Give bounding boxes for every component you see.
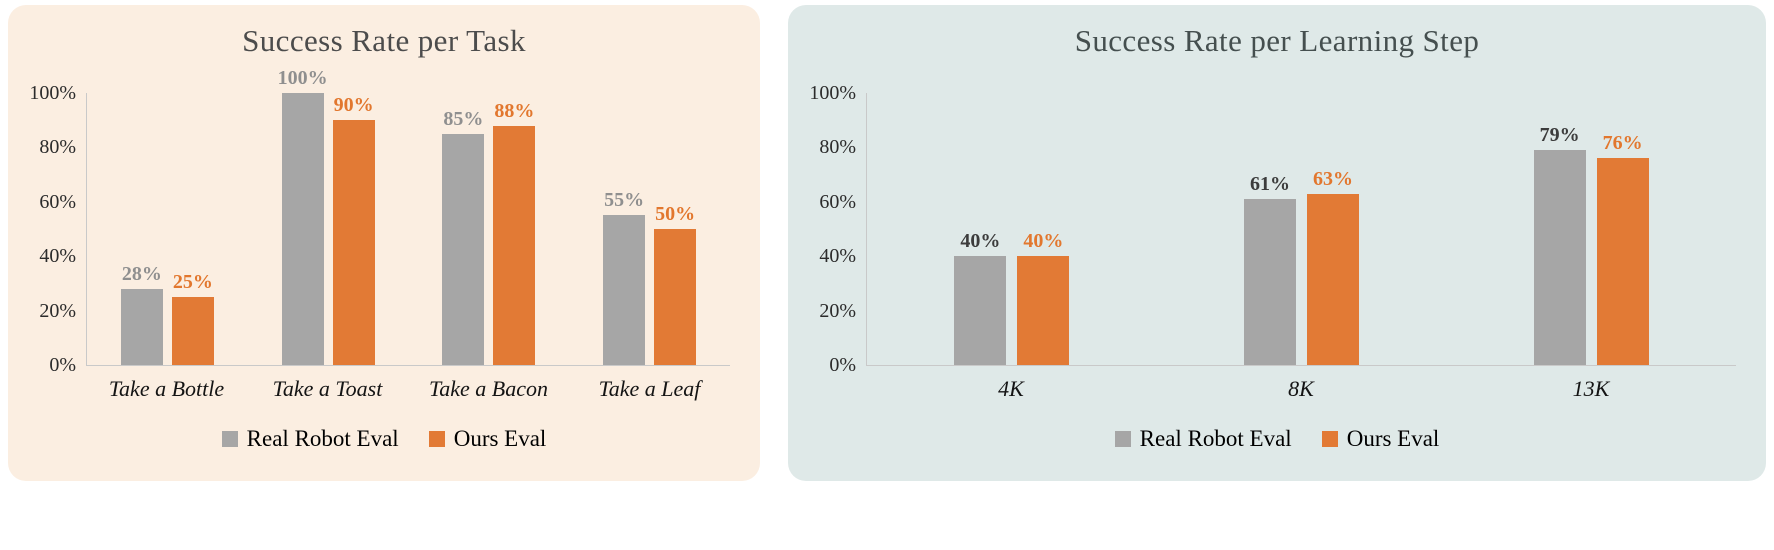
y-axis-tick-label: 80% bbox=[819, 136, 856, 159]
bar-wrap-ours-eval: 63% bbox=[1307, 168, 1359, 365]
bar-value-label: 85% bbox=[443, 107, 484, 130]
legend-label: Ours Eval bbox=[453, 426, 547, 451]
bar-value-label: 50% bbox=[655, 203, 696, 225]
legend-label: Real Robot Eval bbox=[246, 426, 399, 451]
x-axis-category-label: Take a Bacon bbox=[429, 376, 548, 401]
bar-wrap-real-robot-eval: 28% bbox=[120, 262, 163, 365]
bar-wrap-real-robot-eval: 85% bbox=[442, 107, 485, 365]
y-axis: 0% 20% 40% 60% 80% 100% bbox=[804, 82, 866, 376]
y-axis-tick-label: 40% bbox=[39, 245, 76, 268]
legend-item-real-robot-eval: Real Robot Eval bbox=[1114, 426, 1292, 452]
bar-value-label: 79% bbox=[1539, 124, 1580, 147]
x-axis-category-label: 8K bbox=[1288, 376, 1314, 401]
bar-group-take-a-leaf: 55% 50% bbox=[569, 93, 730, 365]
bar-group-take-a-bacon: 85% 88% bbox=[409, 93, 570, 365]
chart-title-task: Success Rate per Task bbox=[242, 23, 526, 58]
bar-real-robot-eval bbox=[120, 288, 163, 365]
bar-value-label: 28% bbox=[121, 262, 162, 285]
learning-step-chart-card: Success Rate per Learning Step 0% 20% 40% 6… bbox=[788, 5, 1766, 481]
bar-chart-learning-step: 0% 20% 40% 60% 80% 100% 40% 40% 61% 63% 79% 76% 4K… bbox=[804, 82, 1736, 402]
bar-wrap-ours-eval: 76% bbox=[1596, 132, 1649, 365]
bar-wrap-ours-eval: 40% bbox=[1017, 230, 1070, 365]
y-axis-tick-label: 20% bbox=[819, 299, 856, 322]
bar-wrap-real-robot-eval: 61% bbox=[1244, 173, 1296, 365]
bar-value-label: 90% bbox=[333, 94, 374, 117]
y-axis-tick-label: 40% bbox=[819, 245, 856, 268]
bar-value-label: 25% bbox=[172, 271, 213, 293]
legend-item-real-robot-eval: Real Robot Eval bbox=[221, 426, 399, 452]
bar-wrap-ours-eval: 88% bbox=[493, 99, 536, 365]
bar-wrap-ours-eval: 50% bbox=[654, 203, 697, 365]
bar-group-take-a-bottle: 28% 25% bbox=[87, 93, 248, 365]
bar-value-label: 40% bbox=[1023, 230, 1064, 253]
bar-group-take-a-toast: 100% 90% bbox=[248, 67, 409, 365]
bar-group-13k: 79% 76% bbox=[1446, 93, 1736, 365]
bar-ours-eval bbox=[171, 297, 214, 365]
plot-area: 28% 25% 100% 90% 85% 88% 55% 50% bbox=[86, 67, 730, 366]
y-axis-tick-label: 0% bbox=[49, 354, 76, 376]
x-axis-category-label: Take a Bottle bbox=[108, 376, 225, 401]
y-axis-tick-label: 0% bbox=[829, 354, 856, 376]
y-axis-tick-label: 80% bbox=[39, 136, 76, 159]
legend: Real Robot Eval Ours Eval bbox=[788, 426, 1766, 452]
x-axis-category-label: Take a Toast bbox=[272, 376, 383, 401]
bar-value-label: 55% bbox=[604, 189, 645, 212]
bar-ours-eval bbox=[1307, 193, 1359, 365]
legend-item-ours-eval: Ours Eval bbox=[428, 426, 547, 452]
bar-wrap-ours-eval: 25% bbox=[171, 271, 214, 365]
bar-ours-eval bbox=[1017, 256, 1070, 365]
bar-wrap-ours-eval: 90% bbox=[332, 94, 375, 365]
x-axis-category-label: 4K bbox=[998, 376, 1024, 401]
y-axis-tick-label: 60% bbox=[39, 190, 76, 213]
task-chart-card: Success Rate per Task 0% 20% 40% 60% 80% 100%… bbox=[8, 5, 760, 481]
bar-wrap-real-robot-eval: 55% bbox=[603, 189, 646, 365]
bar-chart-task: 0% 20% 40% 60% 80% 100% 28% 25% 100% 90% 85% 88% 55… bbox=[24, 67, 730, 402]
bar-ours-eval bbox=[654, 229, 697, 365]
y-axis-tick-label: 100% bbox=[29, 82, 76, 104]
legend-label: Real Robot Eval bbox=[1139, 426, 1292, 451]
bar-real-robot-eval bbox=[1244, 199, 1296, 365]
bar-value-label: 76% bbox=[1602, 132, 1643, 155]
bar-ours-eval bbox=[493, 125, 536, 365]
chart-title-learning-step: Success Rate per Learning Step bbox=[1074, 23, 1480, 58]
bar-real-robot-eval bbox=[442, 133, 485, 365]
bar-ours-eval bbox=[332, 120, 375, 365]
bar-group-8k: 61% 63% bbox=[1157, 93, 1447, 365]
plot-column: 28% 25% 100% 90% 85% 88% 55% 50% Take a Bottle T… bbox=[86, 67, 730, 402]
x-axis-labels: Take a Bottle Take a Toast Take a Bacon Tak… bbox=[86, 376, 730, 402]
bar-value-label: 40% bbox=[960, 230, 1001, 253]
bar-real-robot-eval bbox=[281, 93, 324, 365]
bar-value-label: 88% bbox=[494, 99, 535, 122]
legend-swatch-icon bbox=[221, 431, 238, 447]
legend-swatch-icon bbox=[1114, 431, 1131, 447]
y-axis-tick-label: 100% bbox=[809, 82, 856, 104]
bar-value-label: 63% bbox=[1313, 167, 1353, 190]
x-axis-labels: 4K 8K 13K bbox=[866, 376, 1736, 402]
x-axis-category-label: Take a Leaf bbox=[598, 376, 701, 401]
legend: Real Robot Eval Ours Eval bbox=[8, 426, 760, 452]
bar-value-label: 61% bbox=[1250, 173, 1290, 196]
bar-ours-eval bbox=[1596, 158, 1649, 365]
y-axis-tick-label: 60% bbox=[819, 190, 856, 213]
bar-value-label: 100% bbox=[277, 67, 328, 89]
bar-real-robot-eval bbox=[1533, 150, 1586, 365]
legend-label: Ours Eval bbox=[1346, 426, 1440, 451]
bar-wrap-real-robot-eval: 100% bbox=[278, 67, 328, 365]
x-axis-category-label: 13K bbox=[1572, 376, 1610, 401]
bar-wrap-real-robot-eval: 40% bbox=[954, 230, 1007, 365]
plot-column: 40% 40% 61% 63% 79% 76% 4K 8K 13K bbox=[866, 93, 1736, 402]
bar-real-robot-eval bbox=[954, 256, 1007, 365]
bar-real-robot-eval bbox=[603, 215, 646, 365]
plot-area: 40% 40% 61% 63% 79% 76% bbox=[866, 93, 1736, 366]
legend-item-ours-eval: Ours Eval bbox=[1321, 426, 1440, 452]
legend-swatch-icon bbox=[1321, 431, 1338, 447]
bar-group-4k: 40% 40% bbox=[867, 93, 1157, 365]
legend-swatch-icon bbox=[428, 431, 445, 447]
y-axis: 0% 20% 40% 60% 80% 100% bbox=[24, 82, 86, 376]
bar-wrap-real-robot-eval: 79% bbox=[1533, 124, 1586, 365]
y-axis-tick-label: 20% bbox=[39, 299, 76, 322]
